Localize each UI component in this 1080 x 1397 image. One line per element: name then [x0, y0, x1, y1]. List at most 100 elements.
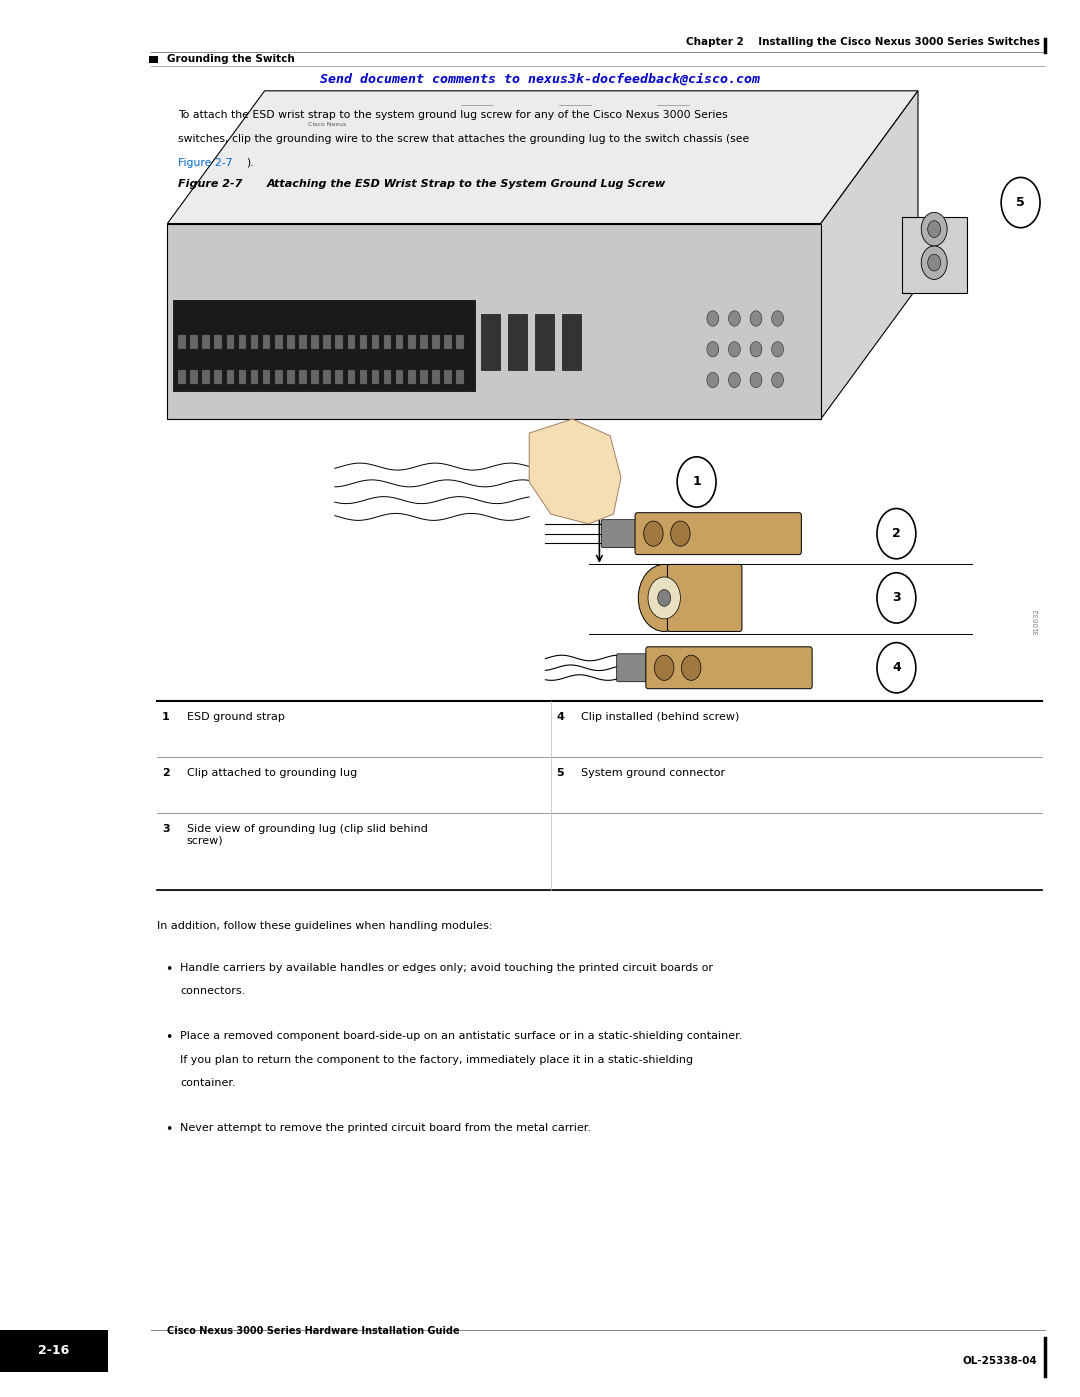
Bar [372, 335, 379, 349]
FancyBboxPatch shape [617, 654, 653, 682]
Bar [311, 370, 319, 384]
Text: Never attempt to remove the printed circuit board from the metal carrier.: Never attempt to remove the printed circ… [180, 1123, 592, 1133]
Circle shape [729, 341, 741, 358]
Bar [420, 370, 428, 384]
Circle shape [928, 221, 941, 237]
Circle shape [771, 373, 784, 388]
Text: Figure 2-7: Figure 2-7 [178, 179, 243, 189]
Bar [275, 370, 283, 384]
Bar [215, 370, 222, 384]
Text: ).: ). [246, 158, 254, 168]
Bar [383, 370, 391, 384]
Bar [239, 335, 246, 349]
Circle shape [681, 655, 701, 680]
Text: 2-16: 2-16 [39, 1344, 69, 1358]
Bar [360, 370, 367, 384]
Bar [311, 335, 319, 349]
Text: ESD ground strap: ESD ground strap [187, 712, 285, 722]
Circle shape [921, 246, 947, 279]
Text: Attaching the ESD Wrist Strap to the System Ground Lug Screw: Attaching the ESD Wrist Strap to the Sys… [267, 179, 666, 189]
Bar [396, 335, 404, 349]
Polygon shape [167, 224, 821, 419]
Text: If you plan to return the component to the factory, immediately place it in a st: If you plan to return the component to t… [180, 1055, 693, 1065]
Bar [535, 314, 554, 370]
Bar [173, 300, 475, 391]
Bar [383, 335, 391, 349]
Circle shape [654, 655, 674, 680]
Text: •: • [165, 1031, 173, 1044]
Bar [178, 370, 186, 384]
FancyBboxPatch shape [635, 513, 801, 555]
Bar [408, 370, 416, 384]
Circle shape [648, 577, 680, 619]
Circle shape [928, 254, 941, 271]
Bar [299, 370, 307, 384]
Text: container.: container. [180, 1078, 237, 1088]
Text: 310032: 310032 [1034, 608, 1040, 636]
Bar [562, 314, 581, 370]
Bar [902, 217, 967, 293]
Bar [149, 56, 158, 63]
Text: Cisco Nexus 3000 Series Hardware Installation Guide: Cisco Nexus 3000 Series Hardware Install… [167, 1326, 460, 1336]
Bar [336, 335, 343, 349]
Circle shape [877, 509, 916, 559]
Circle shape [750, 373, 762, 388]
Circle shape [1001, 177, 1040, 228]
Bar [432, 335, 440, 349]
Bar [190, 370, 198, 384]
Text: In addition, follow these guidelines when handling modules:: In addition, follow these guidelines whe… [157, 921, 492, 930]
Bar [227, 335, 234, 349]
Circle shape [771, 341, 784, 358]
Text: Clip installed (behind screw): Clip installed (behind screw) [581, 712, 740, 722]
Text: 4: 4 [556, 712, 564, 722]
Circle shape [729, 373, 741, 388]
Text: •: • [165, 1123, 173, 1136]
Text: Send document comments to nexus3k-docfeedback@cisco.com: Send document comments to nexus3k-docfee… [320, 73, 760, 87]
Bar [299, 335, 307, 349]
Polygon shape [529, 419, 621, 524]
Bar [227, 370, 234, 384]
Text: To attach the ESD wrist strap to the system ground lug screw for any of the Cisc: To attach the ESD wrist strap to the sys… [178, 110, 728, 120]
Polygon shape [821, 91, 918, 419]
Bar [202, 335, 210, 349]
Text: System ground connector: System ground connector [581, 768, 725, 778]
Circle shape [677, 457, 716, 507]
Circle shape [644, 521, 663, 546]
Text: Side view of grounding lug (clip slid behind
screw): Side view of grounding lug (clip slid be… [187, 824, 428, 845]
Bar [348, 335, 355, 349]
Bar [372, 370, 379, 384]
Bar [508, 314, 527, 370]
Circle shape [771, 312, 784, 327]
Bar [178, 335, 186, 349]
Circle shape [729, 312, 741, 327]
Text: 3: 3 [892, 591, 901, 605]
Bar [262, 335, 270, 349]
Circle shape [707, 373, 719, 388]
Bar [251, 335, 258, 349]
Text: switches, clip the grounding wire to the screw that attaches the grounding lug t: switches, clip the grounding wire to the… [178, 134, 750, 144]
Text: 2: 2 [892, 527, 901, 541]
Text: Handle carriers by available handles or edges only; avoid touching the printed c: Handle carriers by available handles or … [180, 963, 714, 972]
Text: Clip attached to grounding lug: Clip attached to grounding lug [187, 768, 357, 778]
Bar [481, 314, 500, 370]
Bar [457, 335, 464, 349]
Text: 4: 4 [892, 661, 901, 675]
Circle shape [671, 521, 690, 546]
Text: OL-25338-04: OL-25338-04 [962, 1355, 1037, 1366]
Bar [348, 370, 355, 384]
Text: Grounding the Switch: Grounding the Switch [167, 54, 295, 64]
Circle shape [877, 643, 916, 693]
Bar [396, 370, 404, 384]
Bar [432, 370, 440, 384]
Bar [323, 370, 330, 384]
Text: Chapter 2    Installing the Cisco Nexus 3000 Series Switches: Chapter 2 Installing the Cisco Nexus 300… [686, 38, 1040, 47]
Bar [251, 370, 258, 384]
Bar [444, 370, 451, 384]
FancyBboxPatch shape [602, 520, 643, 548]
Bar [275, 335, 283, 349]
Text: 1: 1 [162, 712, 170, 722]
Circle shape [750, 341, 762, 358]
Bar [336, 370, 343, 384]
Circle shape [658, 590, 671, 606]
Bar [202, 370, 210, 384]
